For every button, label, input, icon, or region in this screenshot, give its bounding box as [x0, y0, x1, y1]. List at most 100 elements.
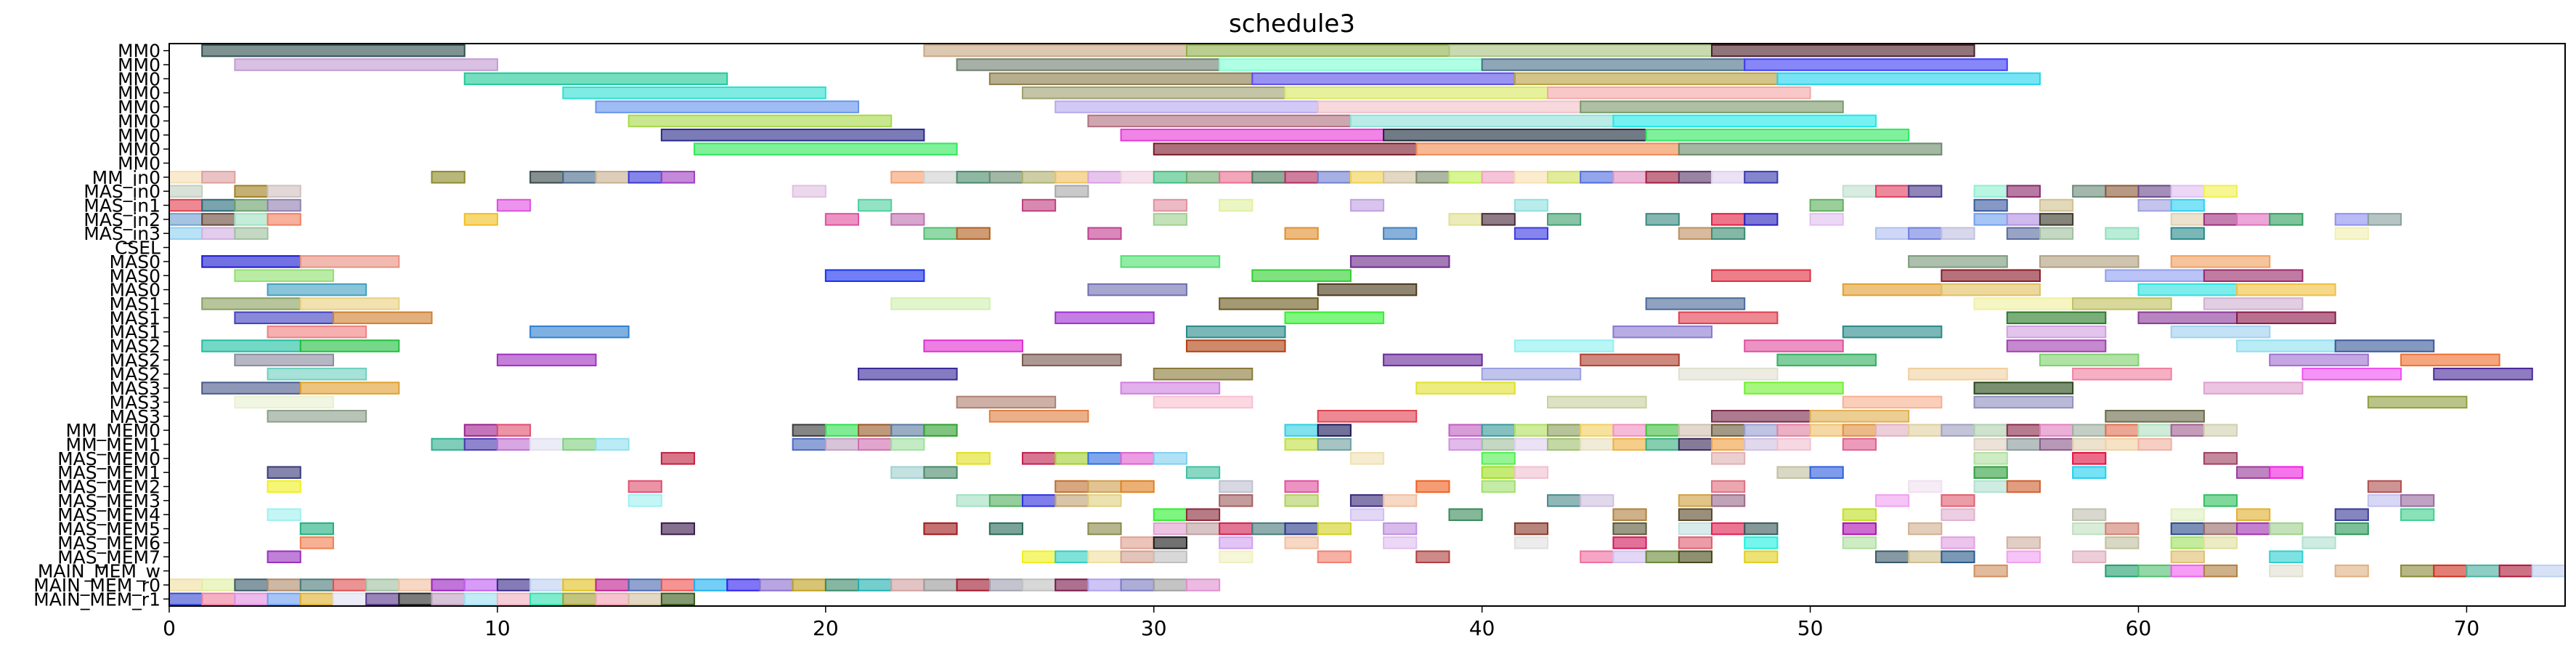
task-bar	[2072, 424, 2107, 437]
task-bar	[1055, 311, 1155, 325]
task-bar	[332, 578, 367, 592]
task-bar	[1317, 171, 1352, 184]
task-bar	[365, 592, 400, 606]
task-bar	[1678, 171, 1713, 184]
task-bar	[1087, 452, 1122, 465]
task-bar	[660, 171, 696, 184]
task-bar	[627, 114, 893, 128]
task-bar	[1908, 185, 1943, 198]
task-bar	[463, 592, 498, 606]
task-bar	[824, 424, 860, 437]
task-bar	[299, 522, 334, 536]
task-bar	[1973, 564, 2008, 578]
task-bar	[529, 325, 630, 339]
task-bar	[1580, 424, 1614, 437]
task-bar	[792, 437, 826, 451]
task-bar	[267, 198, 301, 212]
task-bar	[562, 578, 597, 592]
task-bar	[1120, 129, 1385, 142]
task-bar	[1021, 198, 1057, 212]
task-bar	[1973, 213, 2008, 226]
task-bar	[988, 522, 1023, 536]
task-bar	[201, 382, 301, 395]
task-bar	[1481, 424, 1516, 437]
x-tick-label: 30	[1141, 616, 1167, 640]
task-bar	[1284, 522, 1319, 536]
task-bar	[234, 395, 334, 409]
task-bar	[1055, 550, 1089, 564]
task-bar	[726, 578, 761, 592]
task-bar	[1973, 297, 2074, 310]
task-bar	[988, 578, 1023, 592]
task-bar	[1678, 367, 1779, 381]
task-bar	[1908, 255, 2008, 268]
task-bar	[2236, 522, 2271, 536]
task-bar	[890, 437, 925, 451]
task-bar	[1284, 86, 1549, 100]
task-bar	[1251, 72, 1516, 86]
task-bar	[1711, 424, 1746, 437]
task-bar	[858, 578, 893, 592]
task-bar	[299, 339, 400, 352]
task-bar	[1973, 466, 2008, 479]
task-bar	[1612, 171, 1647, 184]
task-bar	[267, 213, 301, 226]
task-bar	[1973, 480, 2008, 493]
task-bar	[1055, 480, 1089, 493]
task-bar	[2269, 213, 2304, 226]
task-bar	[1284, 494, 1319, 507]
task-bar	[1908, 367, 2008, 381]
task-bar	[168, 185, 203, 198]
task-bar	[1612, 114, 1877, 128]
task-bar	[923, 171, 958, 184]
task-bar	[956, 171, 991, 184]
task-bar	[1941, 283, 2041, 296]
task-bar	[2170, 536, 2205, 549]
task-bar	[2170, 424, 2205, 437]
task-bar	[496, 353, 597, 367]
task-bar	[956, 58, 1221, 71]
y-tick-label: MAS_MEM7	[57, 546, 161, 568]
y-tick-label: MAS_in3	[84, 223, 161, 244]
task-bar	[168, 198, 203, 212]
task-bar	[2039, 227, 2074, 240]
task-bar	[2072, 367, 2172, 381]
task-bar	[858, 437, 893, 451]
task-bar	[267, 283, 367, 296]
task-bar	[2006, 311, 2107, 325]
y-tick-label: MAS_MEM3	[57, 490, 161, 512]
task-bar	[1513, 171, 1549, 184]
task-bar	[1153, 198, 1187, 212]
task-bar	[1448, 508, 1483, 521]
task-bar	[1284, 480, 1319, 493]
task-bar	[694, 142, 958, 156]
task-bar	[923, 424, 958, 437]
task-bar	[2039, 255, 2140, 268]
task-bar	[1415, 382, 1516, 395]
task-bar	[1513, 424, 1549, 437]
task-bar	[1481, 452, 1516, 465]
task-bar	[2236, 466, 2271, 479]
task-bar	[2072, 466, 2107, 479]
task-bar	[2301, 536, 2336, 549]
task-bar	[267, 466, 301, 479]
task-bar	[463, 424, 498, 437]
task-bar	[1580, 100, 1844, 113]
task-bar	[1612, 508, 1647, 521]
x-tick-label: 20	[813, 616, 839, 640]
task-bar	[890, 424, 925, 437]
task-bar	[2105, 564, 2140, 578]
task-bar	[1349, 255, 1450, 268]
task-bar	[1842, 437, 1877, 451]
task-bar	[1284, 171, 1319, 184]
y-tick-label: MM0	[118, 54, 161, 76]
task-bar	[956, 578, 991, 592]
task-bar	[1383, 522, 1418, 536]
task-bar	[792, 578, 826, 592]
task-bar	[2170, 550, 2205, 564]
task-bar	[2170, 508, 2205, 521]
task-bar	[2072, 508, 2107, 521]
y-tick-label: MM_MEM0	[66, 420, 161, 441]
task-bar	[890, 171, 925, 184]
task-bar	[1744, 522, 1779, 536]
